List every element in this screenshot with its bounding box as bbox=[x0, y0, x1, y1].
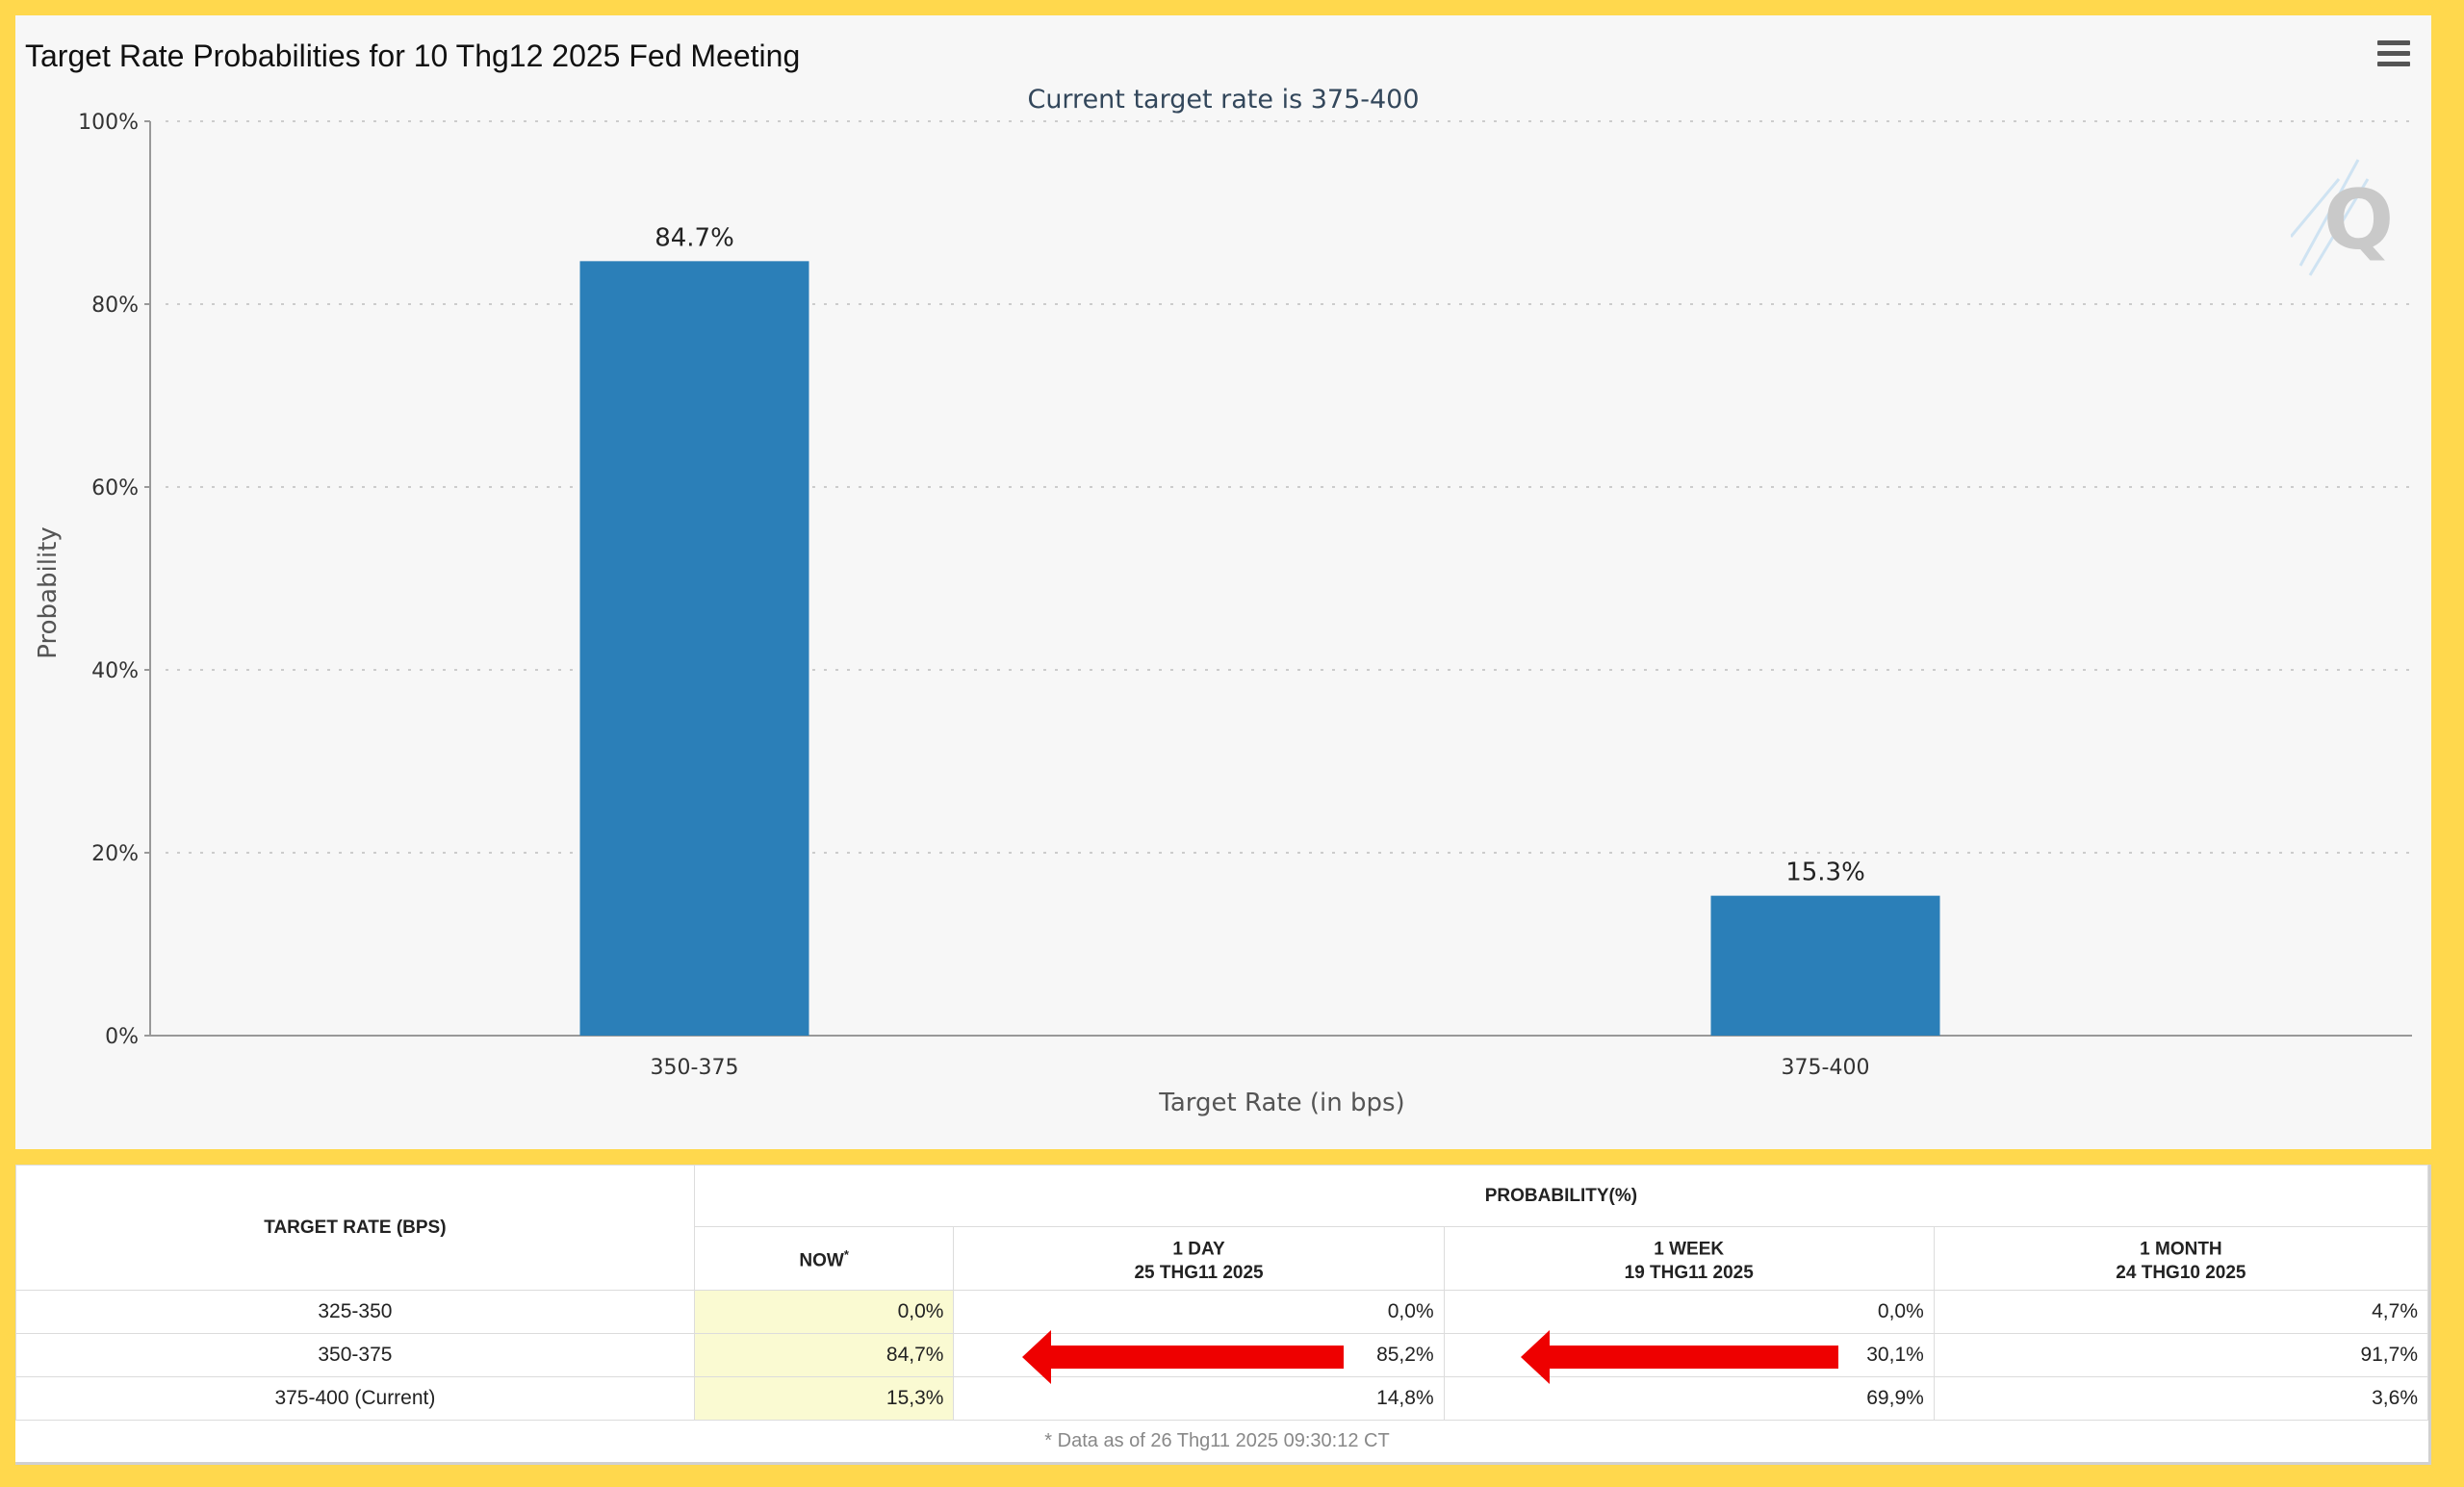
probability-table: TARGET RATE (BPS) PROBABILITY(%) NOW* 1 D… bbox=[15, 1165, 2429, 1463]
hamburger-menu-icon[interactable] bbox=[2368, 35, 2420, 77]
table-row: 375-400 (Current) 15,3% 14,8% 69,9% 3,6% bbox=[15, 1376, 2429, 1421]
probability-cell: 69,9% bbox=[1443, 1376, 1935, 1421]
chart-title: Target Rate Probabilities for 10 Thg12 2… bbox=[25, 38, 801, 73]
probability-cell: 3,6% bbox=[1933, 1376, 2429, 1421]
y-tick-label: 80% bbox=[91, 294, 139, 318]
data-timestamp-footnote: * Data as of 26 Thg11 2025 09:30:12 CT bbox=[1044, 1430, 1390, 1452]
red-left-arrow-icon bbox=[1521, 1330, 1838, 1384]
target-rate-cell: 375-400 (Current) bbox=[15, 1376, 695, 1421]
bar-chart: 0% 20% 40% 60% 80% 100% 84.7% 350-375 15.3% 375-4… bbox=[34, 111, 2412, 1117]
target-rate-cell: 325-350 bbox=[15, 1290, 695, 1334]
probability-header: PROBABILITY(%) bbox=[693, 1165, 2429, 1227]
column-header: 1 WEEK 19 THG11 2025 bbox=[1443, 1226, 1935, 1291]
probability-cell: 14,8% bbox=[953, 1376, 1445, 1421]
x-tick-label: 375-400 bbox=[1782, 1056, 1870, 1080]
y-tick-label: 40% bbox=[91, 659, 139, 683]
x-tick-label: 350-375 bbox=[651, 1056, 739, 1080]
probability-cell: 84,7% bbox=[693, 1333, 955, 1377]
probability-cell: 0,0% bbox=[953, 1290, 1445, 1334]
table-row: 325-350 0,0% 0,0% 0,0% 4,7% bbox=[15, 1290, 2429, 1334]
column-header: 1 MONTH 24 THG10 2025 bbox=[1933, 1226, 2429, 1291]
column-header: 1 DAY 25 THG11 2025 bbox=[953, 1226, 1445, 1291]
bar-data-label: 84.7% bbox=[654, 223, 734, 252]
column-header: NOW* bbox=[693, 1226, 955, 1291]
probability-cell: 91,7% bbox=[1933, 1333, 2429, 1377]
cme-q-logo-icon: Q bbox=[2291, 159, 2394, 276]
svg-text:Q: Q bbox=[2323, 172, 2394, 269]
red-left-arrow-icon bbox=[1022, 1330, 1344, 1384]
probability-table-panel: TARGET RATE (BPS) PROBABILITY(%) NOW* 1 D… bbox=[15, 1165, 2431, 1465]
y-tick-label: 20% bbox=[91, 842, 139, 866]
target-rate-header: TARGET RATE (BPS) bbox=[15, 1165, 695, 1291]
probability-cell: 15,3% bbox=[693, 1376, 955, 1421]
y-tick-label: 0% bbox=[105, 1025, 139, 1049]
bar bbox=[579, 261, 809, 1037]
probability-cell: 0,0% bbox=[1443, 1290, 1935, 1334]
probability-cell: 0,0% bbox=[693, 1290, 955, 1334]
y-axis-title: Probability bbox=[34, 526, 63, 658]
target-rate-cell: 350-375 bbox=[15, 1333, 695, 1377]
bar-data-label: 15.3% bbox=[1785, 859, 1865, 887]
chart-panel: Target Rate Probabilities for 10 Thg12 2… bbox=[15, 15, 2431, 1149]
y-tick-label: 60% bbox=[91, 476, 139, 500]
bar bbox=[1710, 895, 1940, 1036]
y-tick-label: 100% bbox=[78, 111, 139, 135]
probability-cell: 4,7% bbox=[1933, 1290, 2429, 1334]
x-axis-title: Target Rate (in bps) bbox=[1158, 1089, 1404, 1117]
chart-subtitle: Current target rate is 375-400 bbox=[1027, 85, 1420, 115]
